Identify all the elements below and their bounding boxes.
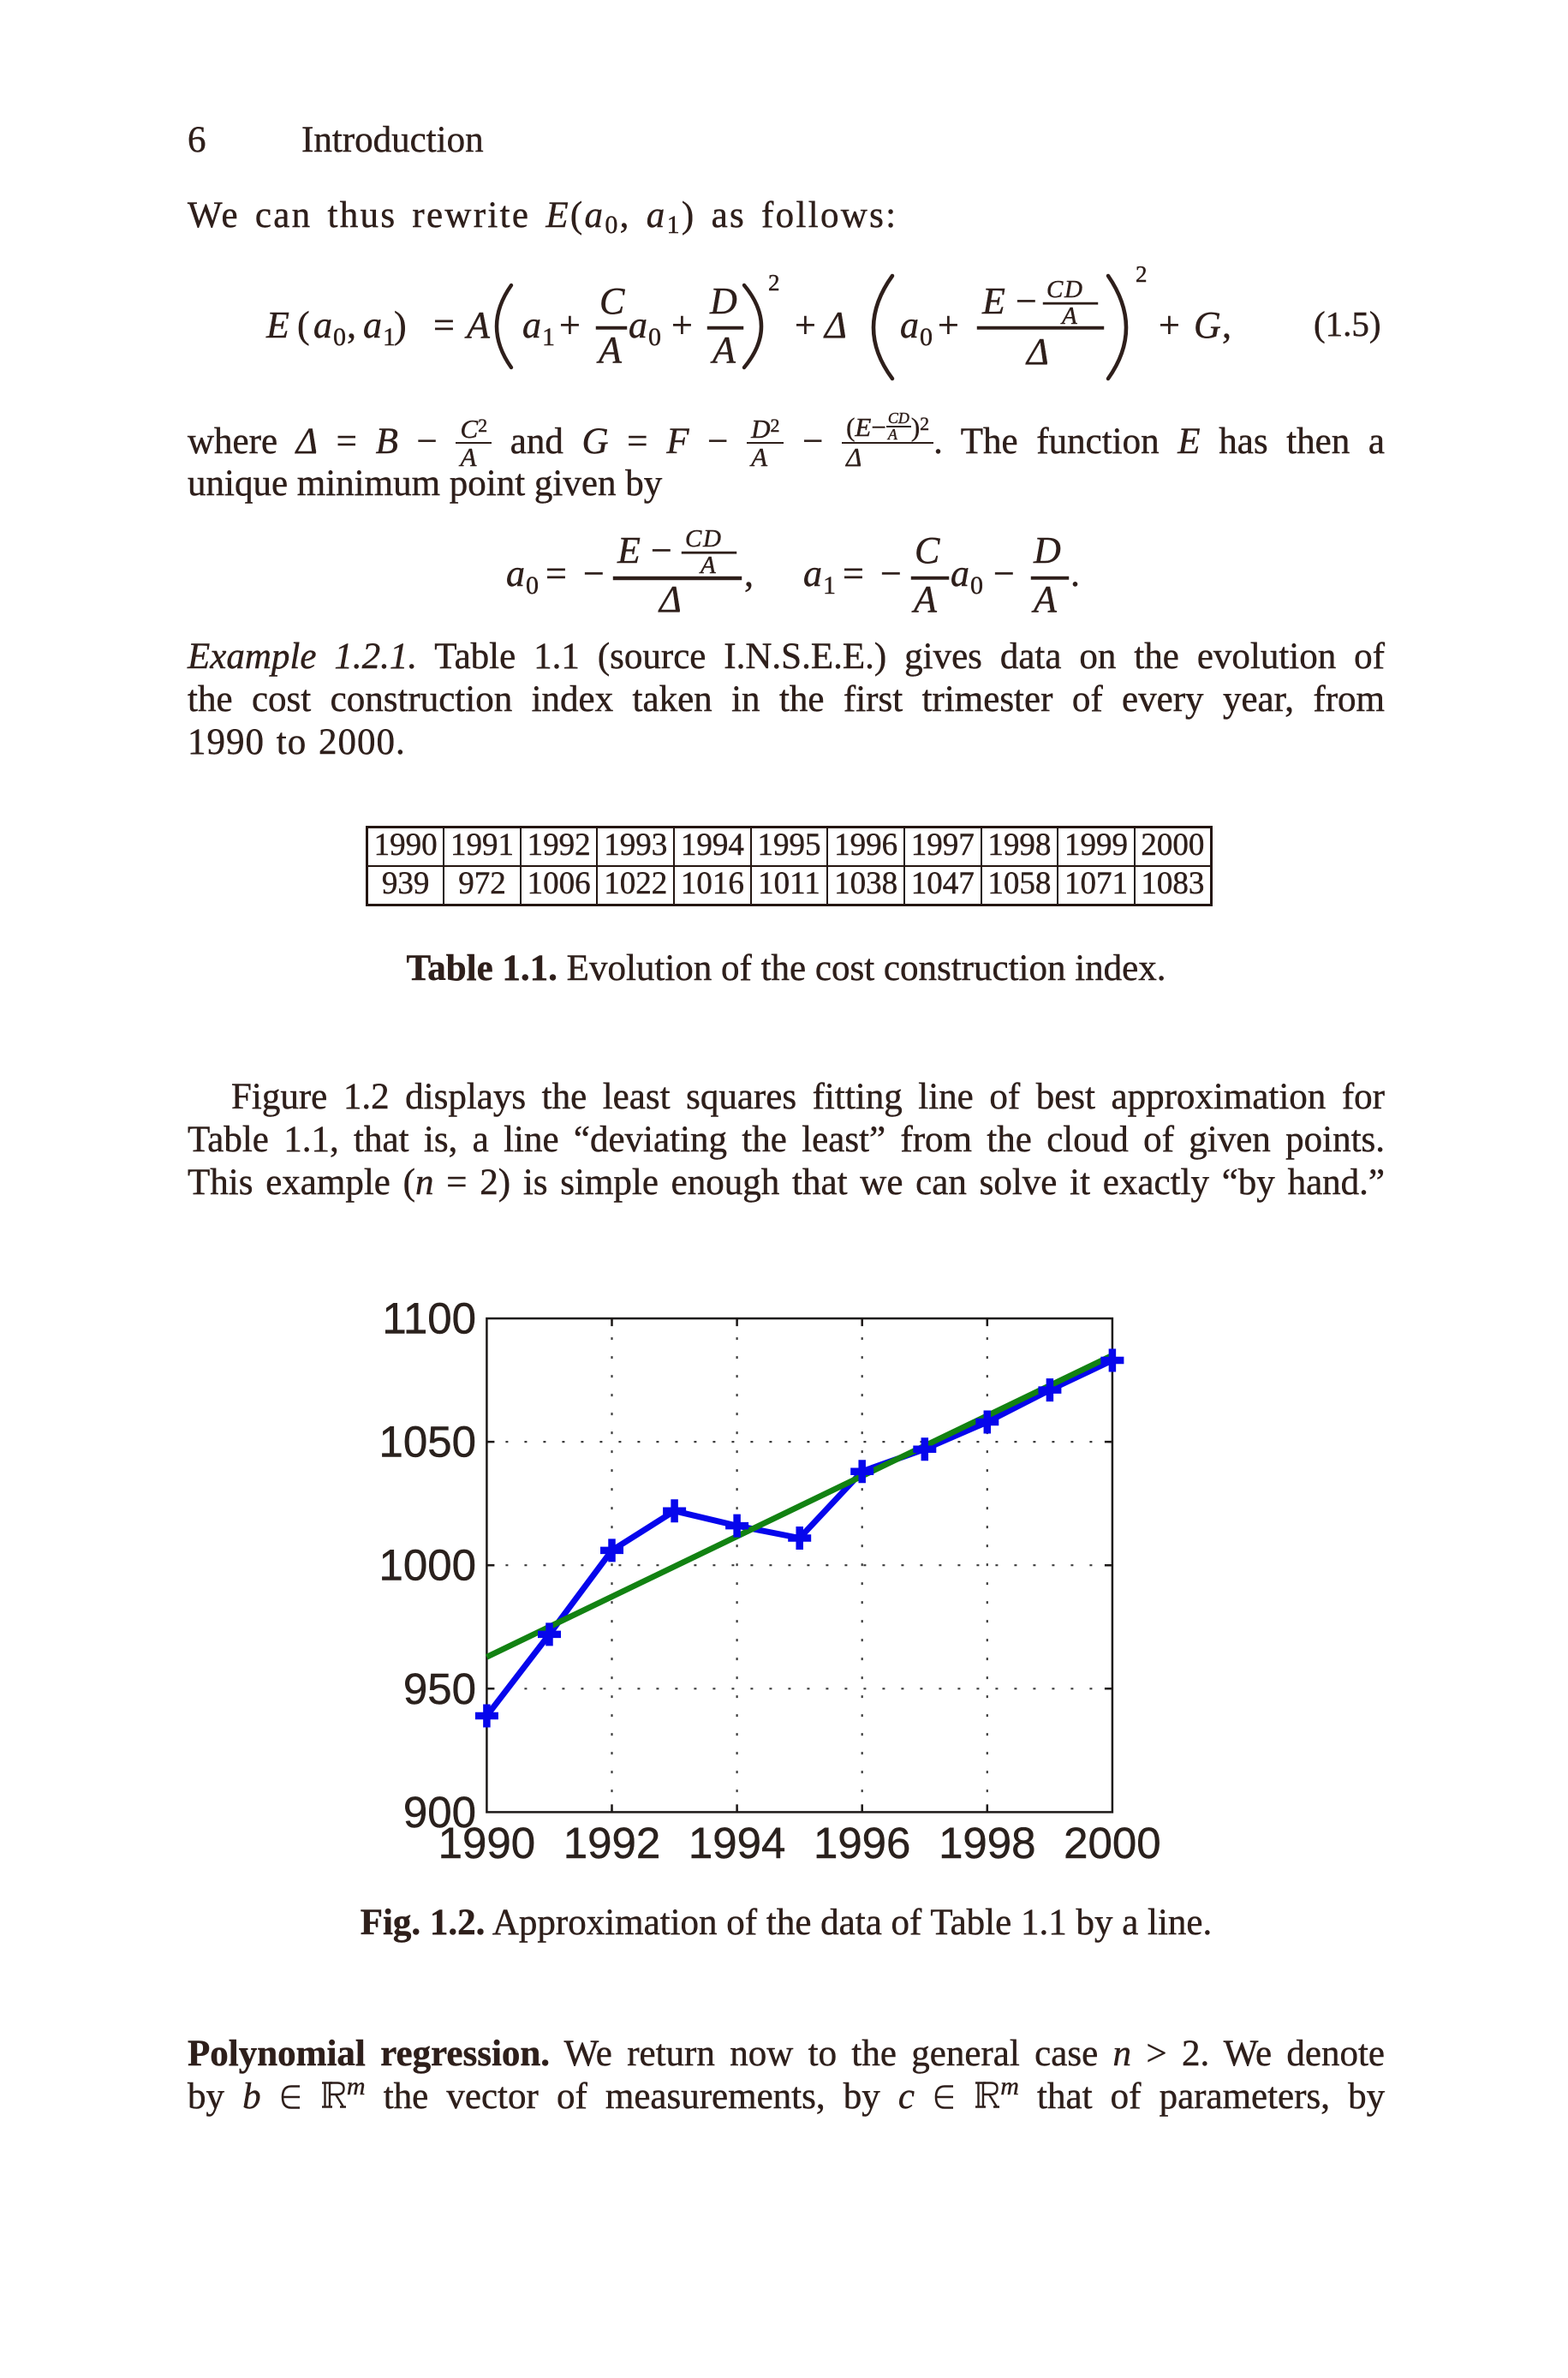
svg-text:D: D <box>1033 529 1061 571</box>
svg-text:Δ: Δ <box>1025 331 1049 373</box>
svg-text:0: 0 <box>970 571 983 600</box>
svg-text:2: 2 <box>768 270 780 296</box>
svg-text:+: + <box>559 304 581 346</box>
svg-text:1050: 1050 <box>379 1418 476 1467</box>
svg-text:a: a <box>900 304 919 346</box>
svg-text:1998: 1998 <box>939 1819 1035 1867</box>
svg-text:a: a <box>506 553 525 594</box>
svg-text:,: , <box>744 553 754 594</box>
svg-text:A: A <box>710 329 736 371</box>
svg-text:+: + <box>795 304 816 346</box>
svg-text:D: D <box>709 280 737 322</box>
svg-text:=: = <box>843 553 864 594</box>
svg-text:=: = <box>433 304 455 346</box>
svg-text:−: − <box>993 553 1015 594</box>
svg-text:A: A <box>699 552 716 579</box>
svg-text:E: E <box>265 304 289 346</box>
svg-text:1: 1 <box>542 323 555 351</box>
svg-text:1990: 1990 <box>438 1819 535 1867</box>
svg-text:2: 2 <box>1136 261 1148 287</box>
svg-text:950: 950 <box>403 1664 476 1713</box>
svg-text:): ) <box>394 304 407 346</box>
svg-text:,: , <box>1222 304 1231 346</box>
svg-text:a: a <box>629 304 647 346</box>
svg-text:(1.5): (1.5) <box>1314 304 1381 344</box>
svg-text:−: − <box>880 553 902 594</box>
svg-text:A: A <box>911 578 938 620</box>
svg-text:.: . <box>1070 553 1080 594</box>
svg-text:1996: 1996 <box>814 1819 910 1867</box>
svg-text:0: 0 <box>920 323 933 351</box>
svg-text:,: , <box>347 304 356 346</box>
svg-text:+: + <box>938 304 959 346</box>
svg-text:0: 0 <box>333 323 346 351</box>
svg-text:C: C <box>915 529 940 571</box>
svg-text:−: − <box>583 553 605 594</box>
svg-text:1100: 1100 <box>382 1294 476 1343</box>
svg-text:(: ( <box>297 304 310 346</box>
svg-text:C: C <box>599 280 625 322</box>
svg-text:−: − <box>651 529 672 571</box>
svg-text:E: E <box>617 529 641 571</box>
svg-text:1994: 1994 <box>689 1819 785 1867</box>
svg-text:A: A <box>596 329 623 371</box>
svg-text:a: a <box>313 304 332 346</box>
svg-text:Δ: Δ <box>658 578 682 620</box>
svg-text:1000: 1000 <box>379 1541 476 1590</box>
svg-text:=: = <box>546 553 567 594</box>
svg-text:A: A <box>1031 578 1058 620</box>
svg-text:1992: 1992 <box>563 1819 660 1867</box>
svg-text:a: a <box>951 553 969 594</box>
svg-text:a: a <box>803 553 822 594</box>
svg-text:D: D <box>702 525 721 553</box>
svg-text:E: E <box>981 280 1005 322</box>
svg-text:a: a <box>363 304 382 346</box>
svg-text:A: A <box>464 304 491 346</box>
svg-text:+: + <box>671 304 693 346</box>
svg-text:+: + <box>1159 304 1180 346</box>
svg-text:D: D <box>1064 276 1082 303</box>
svg-text:C: C <box>685 525 702 553</box>
svg-text:2000: 2000 <box>1064 1819 1160 1867</box>
svg-text:a: a <box>522 304 541 346</box>
svg-text:G: G <box>1194 304 1221 346</box>
svg-text:0: 0 <box>648 323 661 351</box>
svg-text:Δ: Δ <box>823 304 847 346</box>
svg-text:−: − <box>1016 280 1037 322</box>
svg-text:C: C <box>1046 276 1064 303</box>
svg-text:A: A <box>1060 302 1077 330</box>
svg-text:900: 900 <box>403 1788 476 1837</box>
svg-text:1: 1 <box>823 571 836 600</box>
svg-text:0: 0 <box>526 571 539 600</box>
svg-text:1: 1 <box>383 323 396 351</box>
